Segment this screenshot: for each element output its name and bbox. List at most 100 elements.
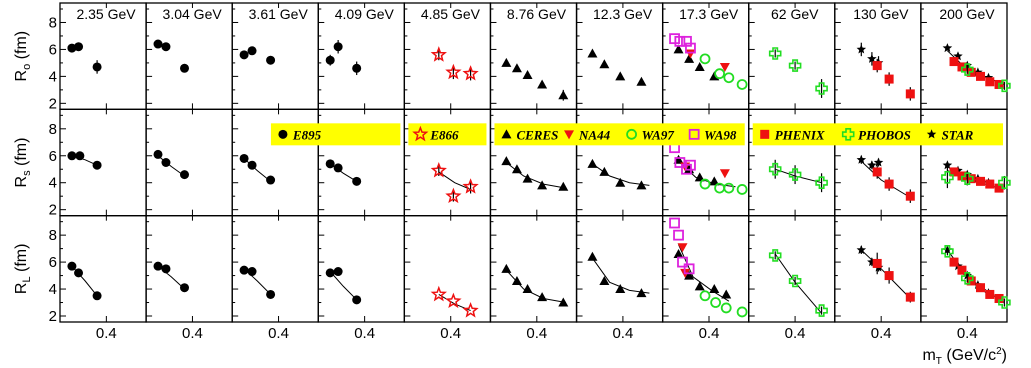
data-point-e895 — [92, 160, 102, 170]
y-tick-label: 6 — [49, 148, 57, 165]
data-point-e866 — [462, 65, 479, 81]
data-point-ceres — [673, 44, 684, 54]
legend-label-phenix: PHENIX — [775, 127, 825, 142]
data-point-phobos — [788, 59, 802, 72]
energy-label: 4.09 GeV — [335, 6, 395, 22]
fit-curve — [438, 171, 471, 190]
panel-frame-r2-c7 — [661, 215, 750, 323]
fit-curve — [860, 249, 911, 299]
data-point-phobos — [941, 171, 954, 184]
legend-label-star: STAR — [942, 127, 974, 142]
data-point-e866 — [445, 292, 462, 309]
data-point-ceres — [511, 275, 522, 285]
legend-marker-ceres — [501, 129, 512, 139]
data-point-star — [942, 43, 953, 53]
data-point-e866 — [430, 46, 447, 62]
data-point-ceres — [587, 48, 598, 58]
data-point-e895 — [352, 176, 362, 186]
fit-curve — [678, 244, 730, 302]
energy-label: 2.35 GeV — [76, 6, 136, 22]
panel-frame-r2-c10 — [920, 215, 1008, 323]
data-point-phobos — [768, 249, 782, 262]
data-point-phenix — [976, 176, 986, 186]
data-point-ceres — [721, 289, 732, 299]
data-point-e866 — [430, 161, 447, 178]
legend-label-e866: E866 — [429, 127, 459, 142]
data-point-phenix — [905, 292, 915, 302]
data-point-phenix — [994, 183, 1004, 193]
data-point-phenix — [884, 74, 894, 84]
data-point-phobos — [998, 79, 1011, 93]
data-point-ceres — [615, 177, 626, 187]
data-point-wa98 — [669, 217, 680, 229]
energy-label: 8.76 GeV — [507, 6, 567, 22]
data-point-e866 — [430, 285, 447, 302]
data-point-ceres — [615, 284, 626, 294]
fit-curve — [505, 269, 566, 303]
data-point-ceres — [537, 292, 548, 302]
legend-label-wa97: WA97 — [642, 127, 675, 142]
data-point-phenix — [872, 258, 882, 268]
energy-label: 3.61 GeV — [249, 6, 309, 22]
legend-label-ceres: CERES — [516, 127, 558, 142]
data-point-e895 — [239, 153, 249, 163]
data-point-na44 — [685, 49, 696, 59]
data-point-e895 — [239, 265, 249, 275]
data-point-e895 — [352, 63, 362, 73]
data-point-phobos — [768, 162, 782, 176]
data-point-e895 — [180, 63, 190, 73]
data-point-ceres — [522, 70, 533, 80]
legend-label-e895: E895 — [292, 127, 322, 142]
data-point-e895 — [92, 291, 102, 301]
legend-box — [270, 123, 401, 146]
data-point-e895 — [325, 159, 335, 169]
panel-frame-r2-c4 — [403, 215, 492, 323]
data-point-e895 — [67, 261, 77, 271]
data-point-phenix — [884, 271, 894, 281]
legend-marker-wa98 — [688, 128, 700, 140]
data-point-na44 — [719, 169, 730, 179]
data-point-star — [856, 245, 867, 254]
data-point-star — [856, 154, 867, 164]
data-point-e895 — [266, 175, 276, 185]
y-tick-label: 8 — [49, 227, 57, 244]
data-point-ceres — [587, 251, 598, 261]
data-point-phobos — [768, 47, 782, 60]
data-point-ceres — [558, 90, 569, 100]
data-point-na44 — [719, 62, 730, 72]
data-point-ceres — [511, 164, 522, 174]
data-point-e866 — [445, 187, 462, 204]
legend-label-wa98: WA98 — [704, 127, 737, 142]
data-point-ceres — [694, 61, 705, 71]
data-point-e895 — [325, 55, 335, 65]
data-point-phenix — [872, 61, 882, 71]
data-point-e866 — [445, 63, 462, 80]
data-point-ceres — [558, 181, 569, 191]
fit-curve — [860, 160, 911, 198]
data-point-star — [953, 51, 963, 61]
data-point-ceres — [587, 158, 598, 168]
x-tick-label: 0.4 — [526, 325, 547, 342]
data-point-wa97 — [699, 290, 711, 302]
data-point-phenix — [872, 167, 882, 177]
x-tick-label: 0.4 — [268, 325, 289, 342]
data-point-e895 — [74, 268, 84, 278]
data-point-star — [867, 53, 877, 63]
fit-curve — [329, 271, 358, 301]
data-point-phenix — [949, 57, 959, 67]
data-point-wa97 — [723, 72, 735, 84]
energy-label: 17.3 GeV — [679, 6, 739, 22]
legend-label-na44: NA44 — [578, 127, 611, 142]
data-point-phenix — [985, 289, 995, 299]
data-point-wa97 — [710, 297, 722, 308]
energy-label: 12.3 GeV — [593, 6, 653, 22]
data-point-wa97 — [736, 306, 748, 318]
data-point-wa98 — [685, 42, 696, 54]
data-point-phenix — [976, 283, 986, 293]
data-point-wa97 — [723, 182, 735, 194]
data-point-phobos — [960, 63, 974, 76]
data-point-phenix — [994, 293, 1004, 303]
y-tick-label: 8 — [49, 121, 57, 138]
data-point-phobos — [815, 176, 828, 189]
